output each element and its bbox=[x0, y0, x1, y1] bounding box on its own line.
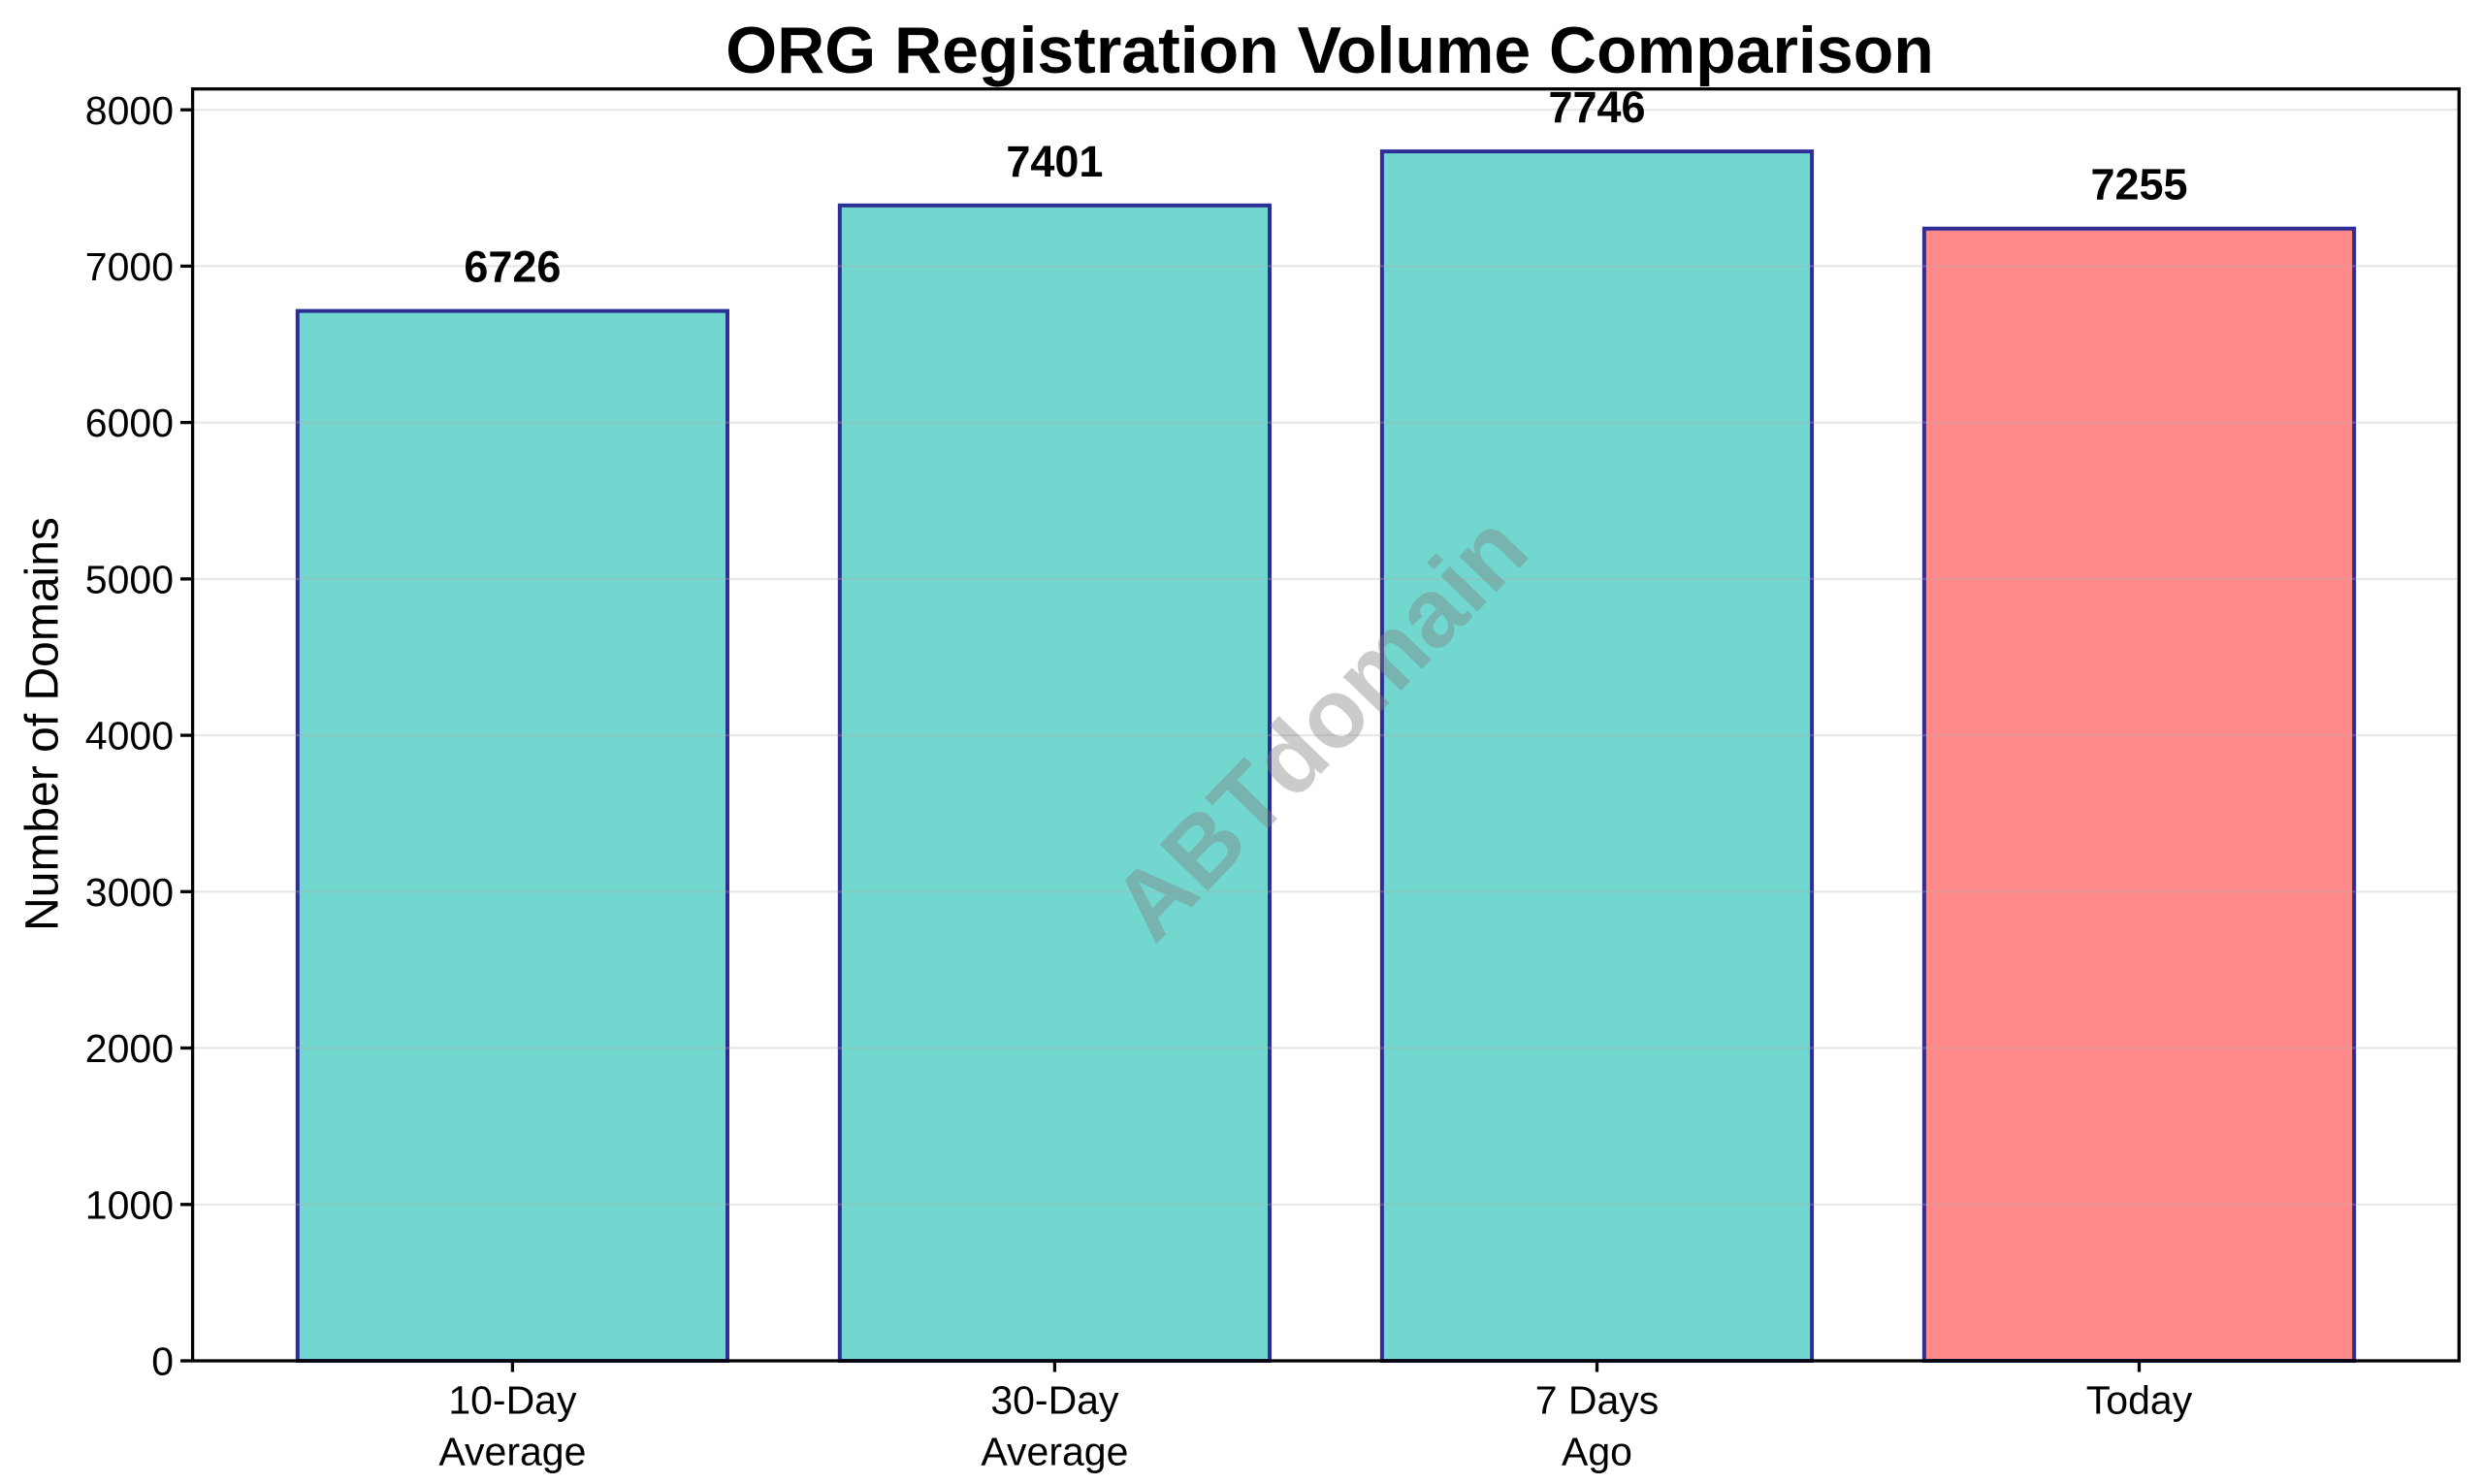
svg-text:7 Days: 7 Days bbox=[1535, 1378, 1660, 1423]
svg-text:6726: 6726 bbox=[464, 242, 561, 292]
svg-text:Today: Today bbox=[2086, 1378, 2193, 1423]
svg-text:6000: 6000 bbox=[85, 401, 174, 445]
svg-text:30-Day: 30-Day bbox=[990, 1378, 1119, 1423]
svg-text:0: 0 bbox=[151, 1339, 174, 1384]
svg-text:1000: 1000 bbox=[85, 1182, 174, 1227]
svg-text:2000: 2000 bbox=[85, 1026, 174, 1071]
svg-text:7000: 7000 bbox=[85, 244, 174, 289]
svg-text:7401: 7401 bbox=[1006, 137, 1103, 186]
svg-text:7255: 7255 bbox=[2090, 160, 2187, 210]
svg-text:7746: 7746 bbox=[1548, 82, 1645, 132]
svg-text:3000: 3000 bbox=[85, 870, 174, 915]
svg-text:ORG Registration Volume Compar: ORG Registration Volume Comparison bbox=[726, 14, 1934, 87]
svg-text:Average: Average bbox=[438, 1430, 586, 1474]
svg-text:8000: 8000 bbox=[85, 88, 174, 133]
svg-text:10-Day: 10-Day bbox=[448, 1378, 577, 1423]
svg-text:4000: 4000 bbox=[85, 714, 174, 758]
svg-text:Average: Average bbox=[981, 1430, 1128, 1474]
svg-text:Number of Domains: Number of Domains bbox=[17, 517, 69, 931]
svg-text:5000: 5000 bbox=[85, 558, 174, 602]
svg-text:Ago: Ago bbox=[1562, 1430, 1632, 1474]
